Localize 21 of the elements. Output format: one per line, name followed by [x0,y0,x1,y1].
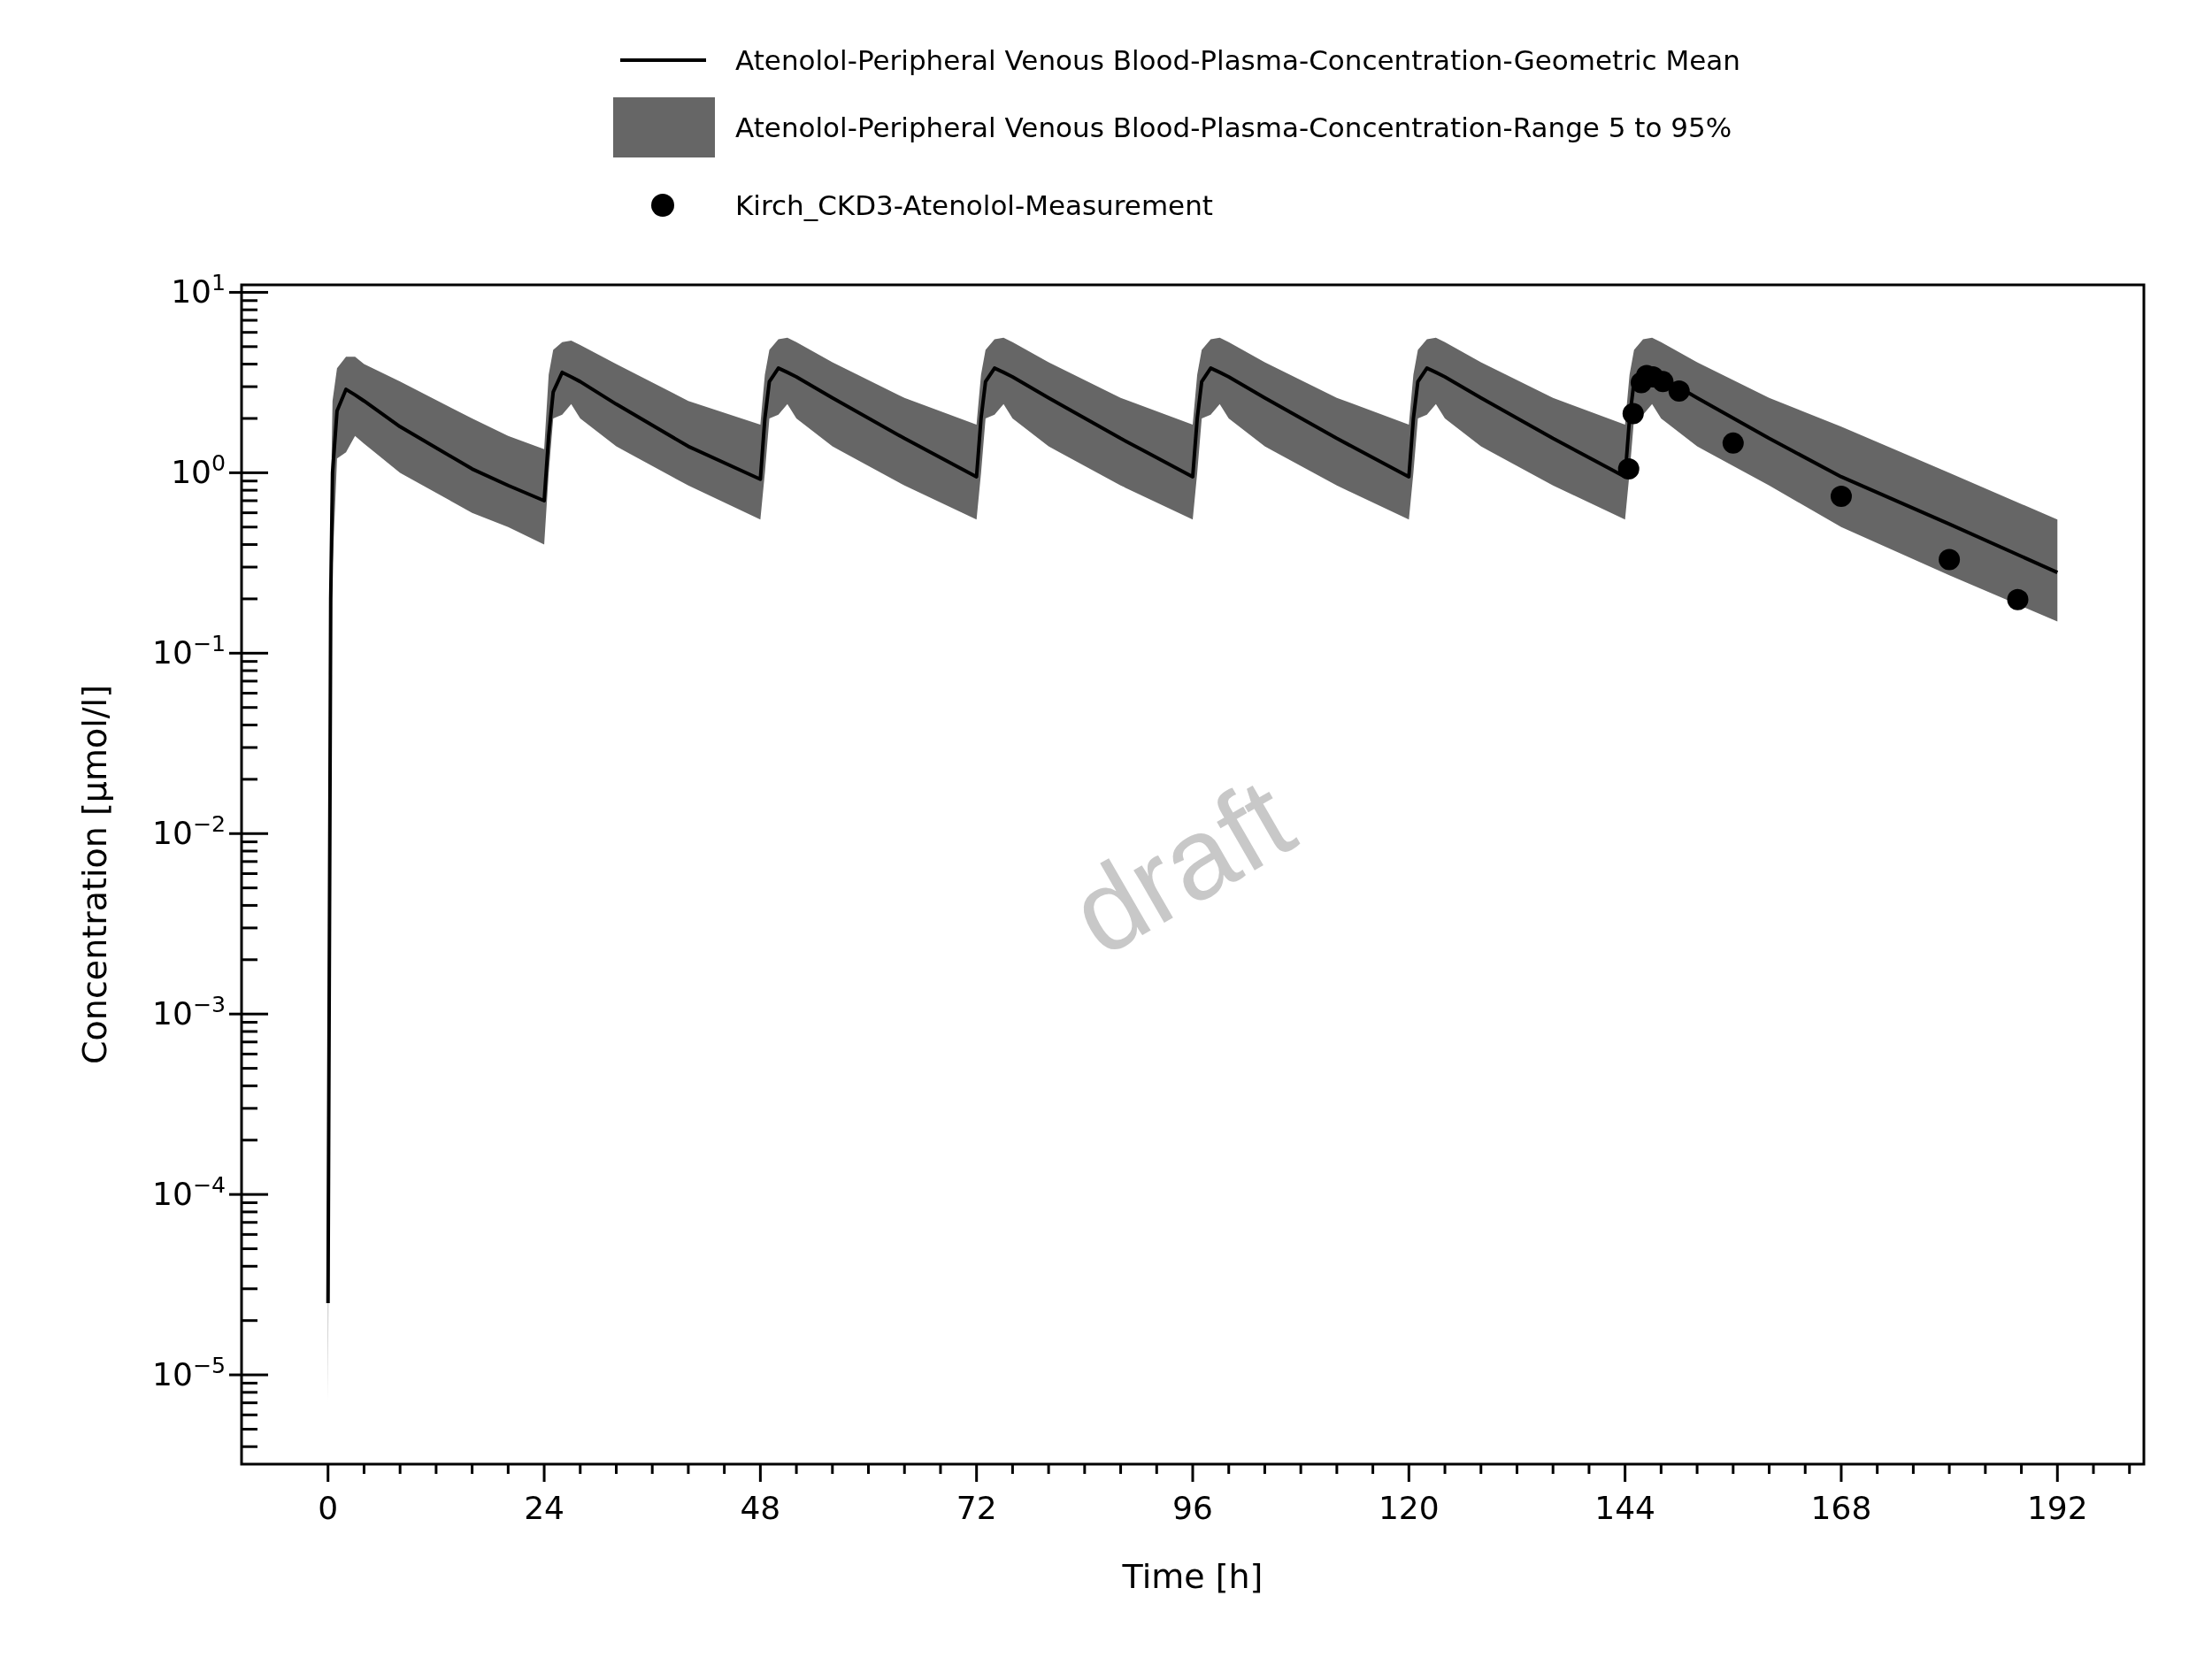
x-tick-label: 72 [956,1490,997,1526]
x-tick-label: 96 [1172,1490,1213,1526]
y-tick-label: 10$^{−2}$ [152,810,226,852]
y-axis-title: Concentration [µmol/l] [75,685,114,1064]
y-tick-label: 10$^{1}$ [171,269,226,311]
x-tick-label: 48 [740,1490,781,1526]
x-tick-label: 168 [1810,1490,1872,1526]
y-tick-label: 10$^{−4}$ [152,1171,226,1213]
x-tick-label: 120 [1378,1490,1440,1526]
text: Atenolol-Peripheral Venous Blood-Plasma-Concentration-Range 5 to 95% [735,111,1732,143]
x-axis-title: Time [h] [1121,1557,1263,1596]
x-tick-label: 144 [1594,1490,1655,1526]
y-tick-label: 10$^{−5}$ [152,1352,226,1393]
y-tick-label: 10$^{−3}$ [152,991,226,1032]
x-tick-label: 0 [318,1490,339,1526]
legend-label: Kirch_CKD3-Atenolol-Measurement [735,189,1213,221]
x-tick-label: 24 [524,1490,565,1526]
x-tick-label: 192 [2026,1490,2088,1526]
y-tick-label: 10$^{0}$ [171,449,226,491]
legend-label: Atenolol-Peripheral Venous Blood-Plasma-Concentration-Geometric Mean [735,44,1740,76]
y-tick-label: 10$^{−1}$ [152,630,226,671]
